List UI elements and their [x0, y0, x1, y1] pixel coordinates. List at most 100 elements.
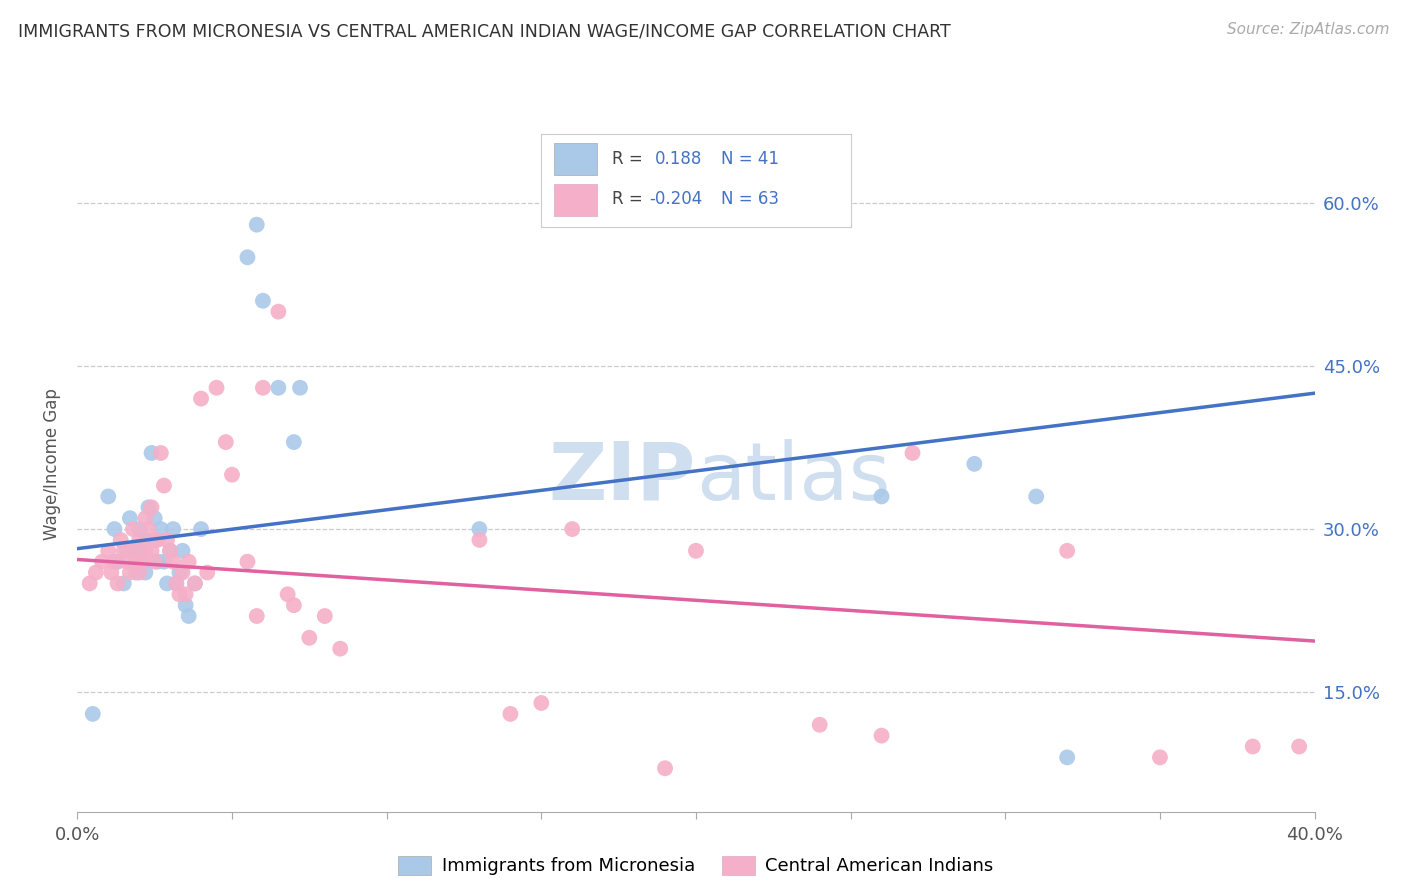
Point [138, 500, 160, 515]
Point [184, 576, 207, 591]
Point [84, 566, 107, 580]
Point [122, 543, 145, 558]
Point [561, 522, 583, 536]
Point [156, 576, 179, 591]
Point [1288, 739, 1310, 754]
Point [298, 631, 321, 645]
Point [122, 522, 145, 536]
Point [131, 555, 153, 569]
Text: R =: R = [613, 190, 643, 209]
Point [112, 576, 135, 591]
Point [236, 250, 259, 264]
Point [146, 555, 169, 569]
Point [82, 706, 104, 721]
Text: Source: ZipAtlas.com: Source: ZipAtlas.com [1226, 22, 1389, 37]
Point [156, 533, 179, 547]
Text: -0.204: -0.204 [650, 190, 702, 209]
Point [314, 609, 336, 624]
Point [901, 446, 924, 460]
Point [128, 533, 150, 547]
Text: 0.188: 0.188 [655, 150, 702, 168]
Point [283, 598, 305, 612]
Point [236, 555, 259, 569]
Point [131, 555, 153, 569]
Point [107, 576, 129, 591]
Point [128, 543, 150, 558]
Point [149, 522, 172, 536]
Point [169, 566, 191, 580]
Point [654, 761, 676, 775]
Point [190, 392, 212, 406]
Text: atlas: atlas [696, 439, 890, 516]
Point [530, 696, 553, 710]
Point [169, 587, 191, 601]
Point [159, 543, 181, 558]
Point [215, 435, 238, 450]
Point [267, 304, 290, 318]
Point [146, 533, 169, 547]
Point [107, 555, 129, 569]
Point [329, 641, 352, 656]
Text: IMMIGRANTS FROM MICRONESIA VS CENTRAL AMERICAN INDIAN WAGE/INCOME GAP CORRELATIO: IMMIGRANTS FROM MICRONESIA VS CENTRAL AM… [18, 22, 950, 40]
Point [143, 511, 166, 525]
Point [110, 533, 132, 547]
Point [190, 522, 212, 536]
Point [100, 566, 122, 580]
Point [134, 543, 156, 558]
FancyBboxPatch shape [554, 185, 598, 216]
Point [149, 446, 172, 460]
Point [134, 533, 156, 547]
Point [112, 543, 135, 558]
Point [1056, 750, 1078, 764]
Point [499, 706, 522, 721]
Point [1241, 739, 1264, 754]
Point [246, 609, 269, 624]
Point [174, 587, 197, 601]
Point [277, 587, 299, 601]
Point [468, 522, 491, 536]
Point [172, 566, 194, 580]
Point [1056, 543, 1078, 558]
Point [79, 576, 101, 591]
Point [283, 435, 305, 450]
Point [162, 555, 184, 569]
Point [159, 543, 181, 558]
Point [141, 446, 163, 460]
Point [288, 381, 311, 395]
Point [134, 566, 156, 580]
Point [174, 598, 197, 612]
Point [143, 555, 166, 569]
Point [118, 566, 141, 580]
Point [252, 381, 274, 395]
Point [165, 576, 187, 591]
Point [125, 566, 148, 580]
Point [172, 543, 194, 558]
Point [246, 218, 269, 232]
Point [115, 543, 138, 558]
Point [1149, 750, 1171, 764]
Point [91, 555, 114, 569]
Point [252, 293, 274, 308]
Point [165, 576, 187, 591]
Point [125, 555, 148, 569]
Point [143, 533, 166, 547]
Point [141, 500, 163, 515]
Point [103, 555, 125, 569]
Point [122, 543, 145, 558]
Point [267, 381, 290, 395]
Point [153, 555, 176, 569]
Text: N = 41: N = 41 [721, 150, 779, 168]
Point [138, 522, 160, 536]
Point [153, 478, 176, 492]
Legend: Immigrants from Micronesia, Central American Indians: Immigrants from Micronesia, Central Amer… [391, 849, 1001, 883]
Text: R =: R = [613, 150, 643, 168]
Point [808, 717, 831, 731]
Text: N = 63: N = 63 [721, 190, 779, 209]
Point [128, 566, 150, 580]
Point [177, 555, 200, 569]
Point [177, 609, 200, 624]
Point [195, 566, 218, 580]
Point [1025, 490, 1047, 504]
Point [205, 381, 228, 395]
Point [128, 522, 150, 536]
